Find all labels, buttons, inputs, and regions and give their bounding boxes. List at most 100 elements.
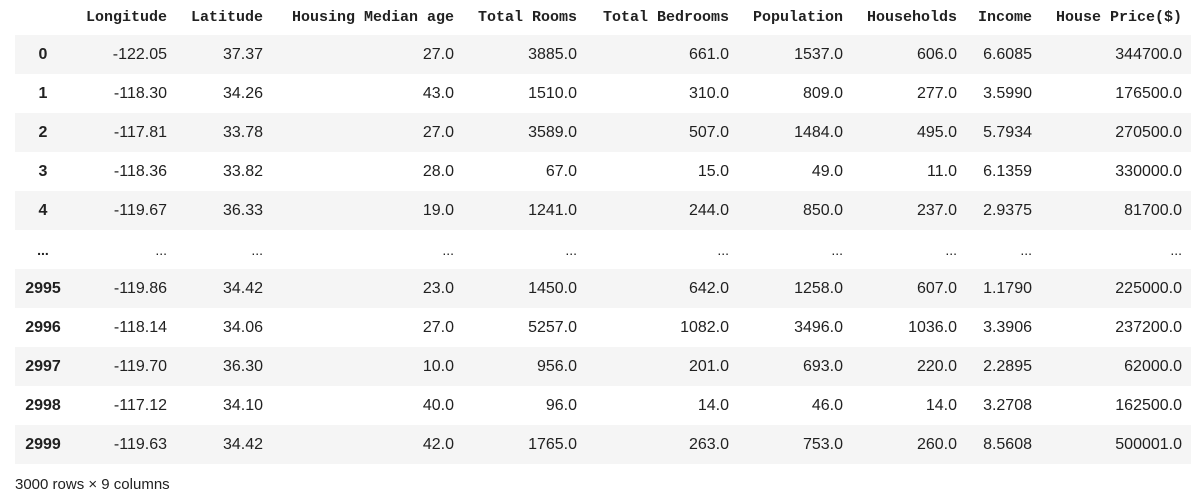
column-header: House Price($) — [1055, 9, 1182, 26]
column-header: Housing Median age — [291, 9, 454, 26]
table-cell: 40.0 — [422, 396, 454, 414]
row-index: 3 — [38, 162, 48, 180]
column-header: Households — [866, 9, 957, 26]
table-row: 2996 -118.14 34.06 27.0 5257.0 1082.0 34… — [15, 308, 1191, 347]
row-index: 2996 — [25, 318, 61, 336]
table-cell: 2.9375 — [983, 201, 1032, 219]
table-cell: 5.7934 — [983, 123, 1032, 141]
table-cell: 500001.0 — [1115, 435, 1182, 453]
column-header: Population — [752, 9, 843, 26]
table-cell: 344700.0 — [1115, 45, 1182, 63]
table-cell: -122.05 — [112, 45, 167, 63]
table-cell: 43.0 — [422, 84, 454, 102]
table-cell: 46.0 — [811, 396, 843, 414]
table-cell: 1510.0 — [528, 84, 577, 102]
row-index: ... — [37, 241, 49, 258]
table-cell: -118.36 — [113, 162, 167, 180]
table-cell: 1537.0 — [794, 45, 843, 63]
table-cell: 14.0 — [697, 396, 729, 414]
table-cell: 237.0 — [916, 201, 957, 219]
table-cell: 1258.0 — [794, 279, 843, 297]
table-cell: 244.0 — [688, 201, 729, 219]
table-cell: 3885.0 — [528, 45, 577, 63]
table-cell: 201.0 — [688, 357, 729, 375]
table-cell: 3.3906 — [983, 318, 1032, 336]
table-cell: 23.0 — [422, 279, 454, 297]
column-header: Latitude — [190, 9, 263, 26]
table-cell: ... — [442, 241, 454, 258]
table-cell: 8.5608 — [983, 435, 1032, 453]
table-cell: 2.2895 — [983, 357, 1032, 375]
table-cell: ... — [155, 241, 167, 258]
table-header: Longitude Latitude Housing Median age To… — [15, 0, 1191, 35]
table-cell: 15.0 — [697, 162, 729, 180]
table-cell: 34.06 — [222, 318, 263, 336]
table-row: 1 -118.30 34.26 43.0 1510.0 310.0 809.0 … — [15, 74, 1191, 113]
table-cell: 34.26 — [222, 84, 263, 102]
table-cell: 27.0 — [422, 318, 454, 336]
table-cell: 6.6085 — [983, 45, 1032, 63]
table-cell: 3.5990 — [983, 84, 1032, 102]
table-cell: 62000.0 — [1124, 357, 1182, 375]
table-cell: ... — [831, 241, 843, 258]
table-cell: -118.30 — [113, 84, 167, 102]
table-cell: 1765.0 — [528, 435, 577, 453]
row-index: 2 — [38, 123, 48, 141]
table-cell: 34.42 — [222, 279, 263, 297]
table-cell: 693.0 — [802, 357, 843, 375]
table-cell: 220.0 — [916, 357, 957, 375]
column-header: Longitude — [85, 9, 167, 26]
table-cell: 310.0 — [688, 84, 729, 102]
table-cell: -119.70 — [113, 357, 167, 375]
table-body: 0 -122.05 37.37 27.0 3885.0 661.0 1537.0… — [15, 35, 1191, 464]
table-cell: 19.0 — [422, 201, 454, 219]
column-header: Total Bedrooms — [602, 9, 729, 26]
table-cell: 33.78 — [222, 123, 263, 141]
table-row: 2999 -119.63 34.42 42.0 1765.0 263.0 753… — [15, 425, 1191, 464]
column-header: Total Rooms — [477, 9, 577, 26]
table-cell: 607.0 — [916, 279, 957, 297]
table-cell: 3.2708 — [983, 396, 1032, 414]
table-cell: 36.33 — [222, 201, 263, 219]
table-cell: ... — [1020, 241, 1032, 258]
table-cell: 33.82 — [222, 162, 263, 180]
table-cell: -119.67 — [113, 201, 167, 219]
table-cell: 270500.0 — [1115, 123, 1182, 141]
table-cell: ... — [945, 241, 957, 258]
table-cell: 277.0 — [916, 84, 957, 102]
table-row: 2995 -119.86 34.42 23.0 1450.0 642.0 125… — [15, 269, 1191, 308]
table-cell: 3589.0 — [528, 123, 577, 141]
column-header: Income — [977, 9, 1032, 26]
table-cell: 1450.0 — [528, 279, 577, 297]
table-cell: -118.14 — [113, 318, 167, 336]
table-cell: 81700.0 — [1124, 201, 1182, 219]
table-cell: 67.0 — [545, 162, 577, 180]
row-index: 2997 — [25, 357, 61, 375]
table-row: 2997 -119.70 36.30 10.0 956.0 201.0 693.… — [15, 347, 1191, 386]
table-row: 0 -122.05 37.37 27.0 3885.0 661.0 1537.0… — [15, 35, 1191, 74]
table-cell: 237200.0 — [1115, 318, 1182, 336]
table-cell: 263.0 — [688, 435, 729, 453]
row-index: 0 — [38, 45, 48, 63]
header-row: Longitude Latitude Housing Median age To… — [15, 0, 1191, 35]
table-cell: 37.37 — [222, 45, 263, 63]
table-cell: 1036.0 — [908, 318, 957, 336]
table-cell: 28.0 — [422, 162, 454, 180]
table-cell: 49.0 — [811, 162, 843, 180]
table-cell: 606.0 — [916, 45, 957, 63]
table-row: 3 -118.36 33.82 28.0 67.0 15.0 49.0 11.0… — [15, 152, 1191, 191]
table-cell: 260.0 — [916, 435, 957, 453]
table-cell: 642.0 — [688, 279, 729, 297]
table-cell: 753.0 — [802, 435, 843, 453]
table-cell: 34.10 — [222, 396, 263, 414]
table-cell: 34.42 — [222, 435, 263, 453]
row-index: 2999 — [25, 435, 61, 453]
table-row: 2 -117.81 33.78 27.0 3589.0 507.0 1484.0… — [15, 113, 1191, 152]
table-cell: 96.0 — [545, 396, 577, 414]
table-cell: 495.0 — [916, 123, 957, 141]
table-cell: ... — [717, 241, 729, 258]
table-cell: 5257.0 — [528, 318, 577, 336]
table-cell: 6.1359 — [983, 162, 1032, 180]
table-cell: 1082.0 — [680, 318, 729, 336]
